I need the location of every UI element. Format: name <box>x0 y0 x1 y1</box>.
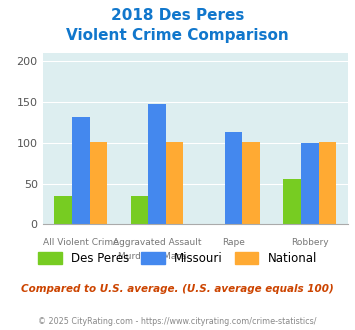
Text: © 2025 CityRating.com - https://www.cityrating.com/crime-statistics/: © 2025 CityRating.com - https://www.city… <box>38 317 317 326</box>
Text: Aggravated Assault: Aggravated Assault <box>113 238 201 247</box>
Text: All Violent Crime: All Violent Crime <box>43 238 119 247</box>
Bar <box>148 104 166 224</box>
Text: Violent Crime Comparison: Violent Crime Comparison <box>66 28 289 43</box>
Text: Compared to U.S. average. (U.S. average equals 100): Compared to U.S. average. (U.S. average … <box>21 284 334 294</box>
Bar <box>166 142 184 224</box>
Bar <box>283 180 301 224</box>
Bar <box>72 116 89 224</box>
Bar <box>242 142 260 224</box>
Text: 2018 Des Peres: 2018 Des Peres <box>111 8 244 23</box>
Text: Rape: Rape <box>222 238 245 247</box>
Bar <box>131 196 148 224</box>
Legend: Des Peres, Missouri, National: Des Peres, Missouri, National <box>33 247 322 269</box>
Bar <box>225 132 242 224</box>
Text: Murder & Mans...: Murder & Mans... <box>119 252 196 261</box>
Bar <box>89 142 107 224</box>
Bar <box>54 196 72 224</box>
Bar <box>318 142 336 224</box>
Bar <box>301 143 318 224</box>
Text: Robbery: Robbery <box>291 238 328 247</box>
